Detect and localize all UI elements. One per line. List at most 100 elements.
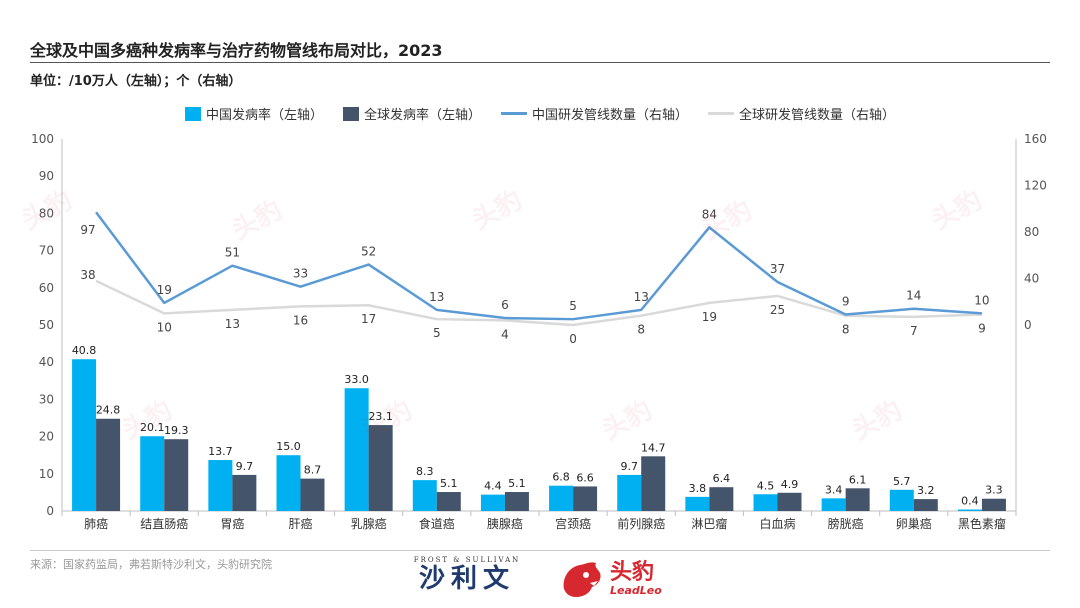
bar-global-rate xyxy=(709,487,734,511)
line-label-china-pipeline: 37 xyxy=(770,262,785,276)
bar-label-global-rate: 5.1 xyxy=(508,477,526,490)
legend-swatch-china-pipeline xyxy=(501,112,527,115)
left-tick-label: 80 xyxy=(39,206,54,220)
bar-china-rate xyxy=(412,480,437,511)
legend-china-rate: 中国发病率（左轴） xyxy=(184,104,323,123)
bar-label-china-rate: 5.7 xyxy=(893,475,911,488)
left-tick-label: 70 xyxy=(39,244,54,258)
line-label-global-pipeline: 13 xyxy=(225,317,240,331)
right-tick-label: 120 xyxy=(1024,179,1047,193)
bar-label-global-rate: 6.6 xyxy=(576,471,594,484)
legend-global-pipeline: 全球研发管线数量（右轴） xyxy=(708,104,895,123)
line-label-global-pipeline: 17 xyxy=(361,312,376,326)
bar-label-china-rate: 9.7 xyxy=(620,460,638,473)
x-tick-label: 宫颈癌 xyxy=(555,516,591,531)
bar-label-china-rate: 4.4 xyxy=(484,480,502,493)
x-tick-label: 胃癌 xyxy=(220,516,244,531)
right-tick-label: 0 xyxy=(1024,318,1032,332)
line-label-china-pipeline: 84 xyxy=(702,207,717,221)
left-tick-label: 100 xyxy=(31,132,54,146)
line-label-china-pipeline: 33 xyxy=(293,267,308,281)
line-label-global-pipeline: 19 xyxy=(702,310,717,324)
bar-global-rate xyxy=(436,492,461,511)
bar-global-rate xyxy=(368,425,393,511)
bar-china-rate xyxy=(276,455,301,511)
line-label-china-pipeline: 13 xyxy=(429,290,444,304)
bar-label-china-rate: 3.8 xyxy=(689,482,707,495)
bar-global-rate xyxy=(300,478,325,511)
line-label-china-pipeline: 13 xyxy=(634,290,649,304)
left-tick-label: 10 xyxy=(39,467,54,481)
footer-divider xyxy=(30,550,1050,551)
x-tick-label: 结直肠癌 xyxy=(140,516,188,531)
bar-label-china-rate: 40.8 xyxy=(72,344,97,357)
bar-label-global-rate: 9.7 xyxy=(236,460,254,473)
bar-label-global-rate: 23.1 xyxy=(368,410,393,423)
bar-label-global-rate: 3.2 xyxy=(917,484,935,497)
bar-label-china-rate: 33.0 xyxy=(344,373,369,386)
bar-label-global-rate: 8.7 xyxy=(304,464,322,477)
bar-label-global-rate: 5.1 xyxy=(440,477,458,490)
chart-legend: 中国发病率（左轴） 全球发病率（左轴） 中国研发管线数量（右轴） 全球研发管线数… xyxy=(0,104,1080,123)
bar-label-china-rate: 4.5 xyxy=(757,479,775,492)
bar-global-rate xyxy=(913,499,938,511)
x-tick-label: 肺癌 xyxy=(84,516,108,531)
frost-sullivan-logo-en: FROST & SULLIVAN xyxy=(413,556,521,564)
bar-china-rate xyxy=(685,496,710,511)
bar-china-rate xyxy=(889,489,914,511)
left-tick-label: 90 xyxy=(39,169,54,183)
bar-global-rate xyxy=(573,486,598,511)
bar-china-rate xyxy=(753,494,778,511)
x-tick-label: 胰腺癌 xyxy=(487,516,523,531)
legend-china-pipeline: 中国研发管线数量（右轴） xyxy=(501,104,688,123)
bar-global-rate xyxy=(845,488,870,511)
legend-global-rate: 全球发病率（左轴） xyxy=(342,104,481,123)
bar-global-rate xyxy=(96,418,121,511)
line-label-china-pipeline: 6 xyxy=(501,298,509,312)
line-label-china-pipeline: 10 xyxy=(974,293,989,307)
line-label-china-pipeline: 5 xyxy=(569,299,577,313)
chart-title: 全球及中国多癌种发病率与治疗药物管线布局对比，2023 xyxy=(30,41,443,60)
line-label-global-pipeline: 8 xyxy=(842,323,850,337)
bar-china-rate xyxy=(72,359,97,511)
unit-label: 单位：/10万人（左轴）；个（右轴） xyxy=(30,74,242,89)
bar-global-rate xyxy=(981,498,1006,511)
left-tick-label: 0 xyxy=(46,504,54,518)
legend-swatch-china-rate xyxy=(184,106,201,121)
bar-china-rate xyxy=(957,509,982,511)
source-note: 来源：国家药监局，弗若斯特沙利文，头豹研究院 xyxy=(30,558,272,571)
bar-china-rate xyxy=(344,388,369,511)
right-tick-label: 40 xyxy=(1024,272,1039,286)
line-label-global-pipeline: 16 xyxy=(293,313,308,327)
bar-label-china-rate: 20.1 xyxy=(140,421,165,434)
x-tick-label: 卵巢癌 xyxy=(896,516,932,531)
line-label-china-pipeline: 19 xyxy=(157,283,172,297)
line-label-china-pipeline: 51 xyxy=(225,246,240,260)
line-label-china-pipeline: 97 xyxy=(80,223,95,237)
left-tick-label: 50 xyxy=(39,318,54,332)
leadleo-logo-cn: 头豹 xyxy=(610,559,655,585)
bar-label-global-rate: 14.7 xyxy=(641,441,666,454)
line-label-global-pipeline: 9 xyxy=(978,322,986,336)
right-tick-label: 80 xyxy=(1024,225,1039,239)
bar-china-rate xyxy=(140,436,165,511)
line-label-china-pipeline: 14 xyxy=(906,289,921,303)
bar-global-rate xyxy=(232,474,257,511)
leopard-head-icon xyxy=(563,562,601,597)
legend-label-china-rate: 中国发病率（左轴） xyxy=(205,108,323,123)
bar-china-rate xyxy=(480,494,505,511)
bar-global-rate xyxy=(777,492,802,511)
bar-label-global-rate: 4.9 xyxy=(781,478,799,491)
bar-label-china-rate: 6.8 xyxy=(552,471,570,484)
line-label-global-pipeline: 4 xyxy=(501,327,509,341)
bar-label-china-rate: 8.3 xyxy=(416,465,434,478)
line-label-global-pipeline: 10 xyxy=(157,320,172,334)
bar-label-global-rate: 3.3 xyxy=(985,484,1003,497)
x-tick-label: 淋巴瘤 xyxy=(691,516,727,531)
legend-swatch-global-rate xyxy=(342,106,359,121)
frost-sullivan-logo-cn: 沙利文 xyxy=(418,564,515,594)
x-tick-label: 肝癌 xyxy=(288,516,312,531)
bar-label-china-rate: 3.4 xyxy=(825,483,843,496)
left-tick-label: 30 xyxy=(39,392,54,406)
left-tick-label: 20 xyxy=(39,430,54,444)
